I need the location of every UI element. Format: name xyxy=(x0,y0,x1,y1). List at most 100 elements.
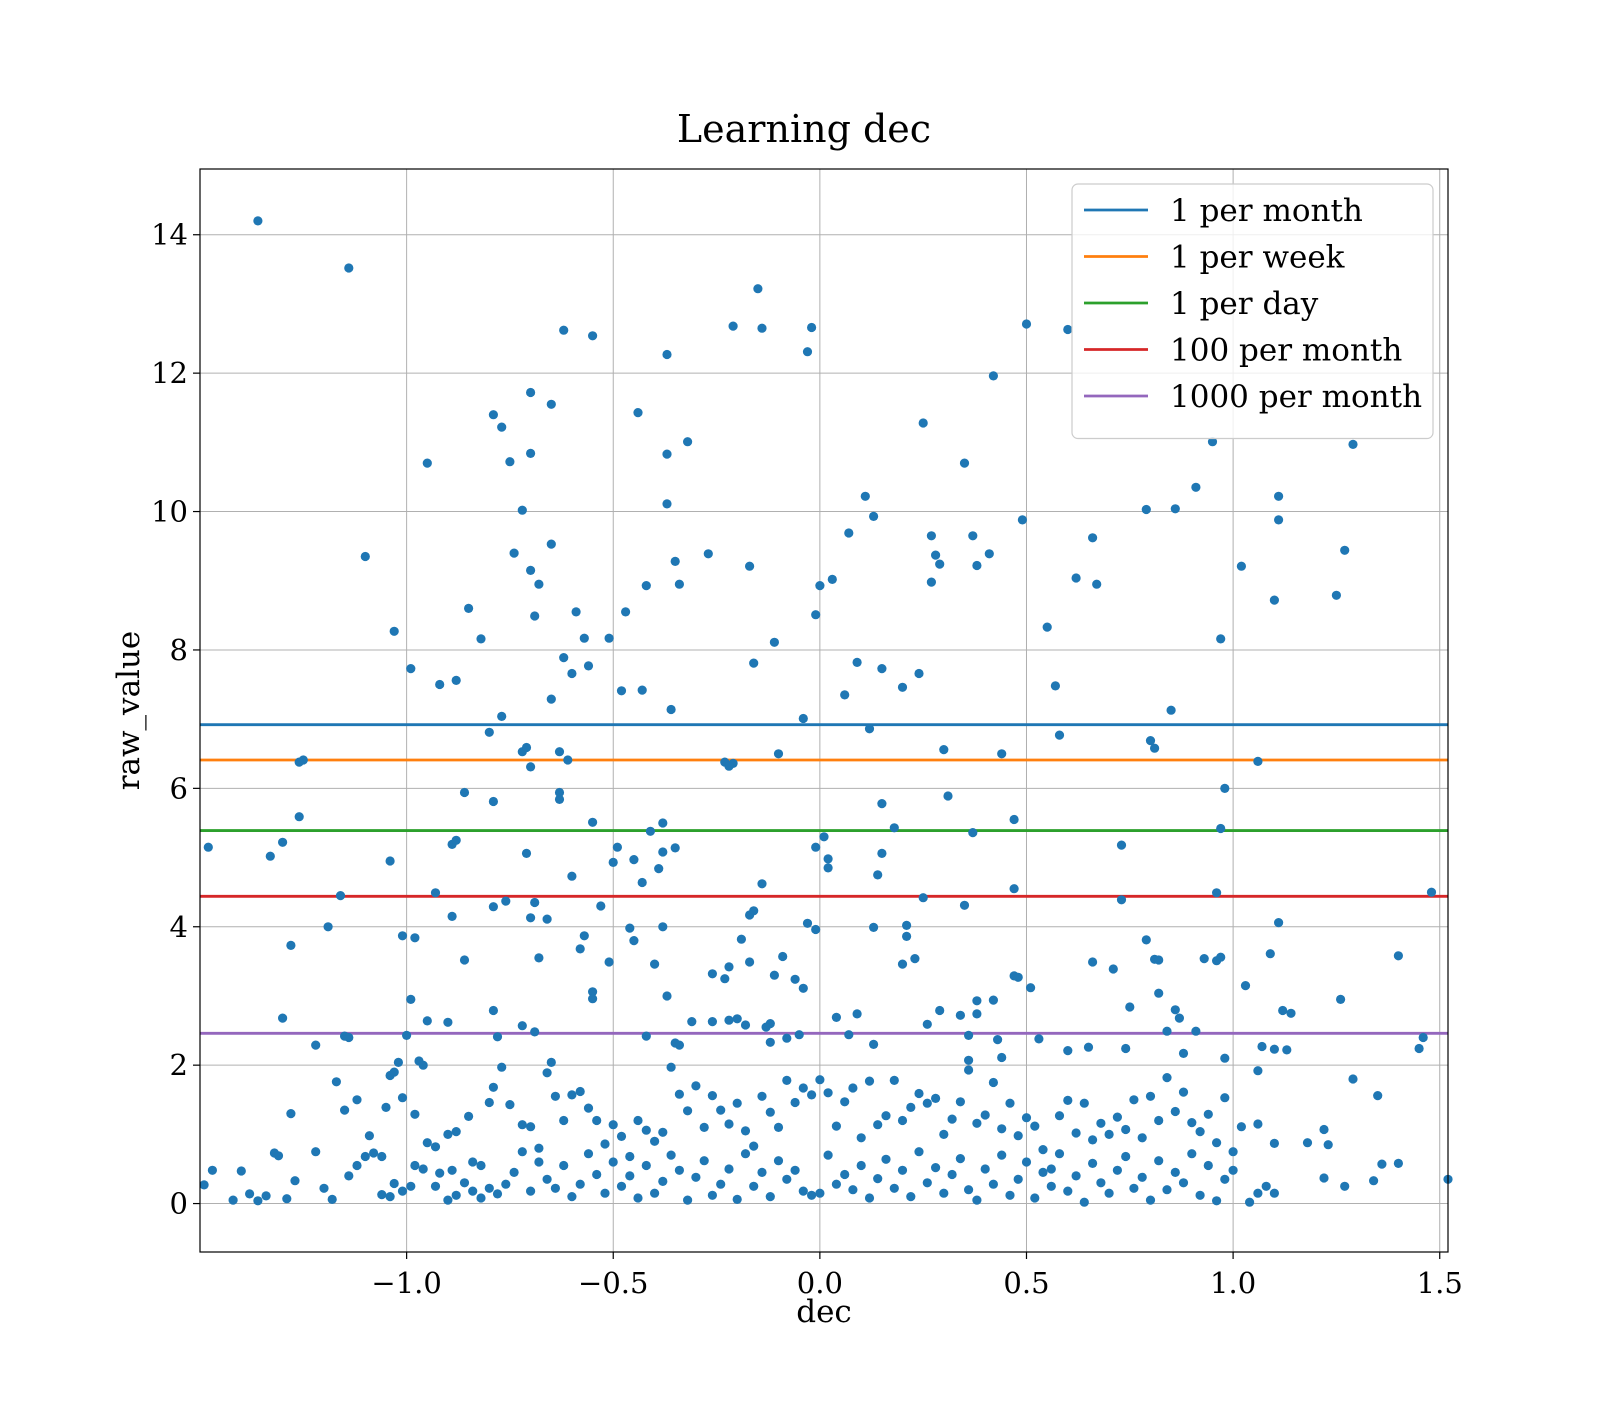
scatter-point xyxy=(360,1151,370,1162)
scatter-point xyxy=(918,893,928,903)
scatter-point xyxy=(286,1109,296,1119)
scatter-point xyxy=(707,1190,718,1200)
scatter-point xyxy=(1170,1167,1180,1177)
scatter-point xyxy=(988,995,999,1005)
scatter-point xyxy=(662,449,672,459)
scatter-point xyxy=(393,1057,403,1067)
scatter-point xyxy=(451,1190,461,1200)
scatter-point xyxy=(430,1142,441,1152)
scatter-point xyxy=(1191,482,1201,492)
scatter-point xyxy=(1195,1190,1205,1200)
scatter-point xyxy=(389,1067,399,1077)
scatter-point xyxy=(1274,491,1284,501)
scatter-point xyxy=(1104,1129,1114,1139)
scatter-point xyxy=(745,561,755,571)
scatter-point xyxy=(608,1157,618,1167)
scatter-point xyxy=(790,1097,800,1108)
scatter-point xyxy=(1046,1164,1056,1174)
scatter-point xyxy=(526,565,536,576)
scatter-point xyxy=(575,1179,585,1189)
scatter-point xyxy=(724,761,734,771)
scatter-point xyxy=(947,1169,957,1180)
scatter-point xyxy=(443,1017,453,1027)
scatter-point xyxy=(1071,573,1081,583)
scatter-point xyxy=(604,633,614,643)
scatter-point xyxy=(579,931,589,941)
scatter-point xyxy=(1212,888,1222,898)
scatter-point xyxy=(654,864,664,874)
scatter-point xyxy=(1174,1013,1184,1023)
scatter-point xyxy=(616,686,627,696)
scatter-point xyxy=(484,1097,494,1108)
scatter-point xyxy=(621,607,631,617)
scatter-point xyxy=(1021,1113,1032,1123)
scatter-point xyxy=(1426,887,1437,897)
scatter-point xyxy=(567,871,577,881)
scatter-point xyxy=(670,843,680,853)
scatter-point xyxy=(889,1183,899,1193)
scatter-point xyxy=(1253,1066,1263,1076)
scatter-point xyxy=(559,1115,569,1126)
scatter-point xyxy=(1038,1167,1048,1177)
scatter-point xyxy=(641,1031,651,1041)
scatter-point xyxy=(406,994,416,1005)
scatter-point xyxy=(588,817,598,827)
scatter-point xyxy=(732,1098,742,1108)
scatter-point xyxy=(980,1164,990,1174)
scatter-point xyxy=(844,1030,854,1040)
scatter-point xyxy=(827,574,837,585)
scatter-point xyxy=(856,1160,866,1171)
scatter-point xyxy=(1104,1188,1114,1198)
scatter-point xyxy=(840,690,850,700)
scatter-point xyxy=(666,1062,676,1072)
scatter-point xyxy=(228,1195,238,1205)
scatter-point xyxy=(505,1100,515,1110)
scatter-point xyxy=(745,910,755,920)
scatter-point xyxy=(608,1120,618,1130)
scatter-point xyxy=(236,1166,246,1176)
scatter-point xyxy=(1137,1133,1147,1143)
scatter-point xyxy=(476,634,486,644)
scatter-point xyxy=(902,931,912,942)
scatter-point xyxy=(964,1185,974,1195)
scatter-point xyxy=(881,1154,891,1164)
scatter-point xyxy=(935,559,945,569)
scatter-point xyxy=(554,787,565,798)
scatter-point xyxy=(1096,1178,1106,1188)
scatter-point xyxy=(637,685,647,695)
scatter-point xyxy=(592,1169,602,1180)
chart-title: Learning dec xyxy=(677,107,931,151)
scatter-point xyxy=(402,1030,412,1040)
scatter-point xyxy=(1286,1008,1296,1018)
y-tick-label: 0 xyxy=(170,1187,188,1221)
scatter-point xyxy=(530,897,540,908)
scatter-point xyxy=(447,911,457,922)
scatter-point xyxy=(1253,1188,1263,1198)
scatter-point xyxy=(802,918,813,928)
scatter-point xyxy=(757,879,767,889)
scatter-point xyxy=(286,940,296,951)
scatter-point xyxy=(773,749,784,759)
scatter-point xyxy=(972,560,982,571)
scatter-point xyxy=(501,896,511,906)
scatter-point xyxy=(1071,1128,1081,1138)
scatter-point xyxy=(790,974,800,984)
scatter-point xyxy=(914,1147,924,1157)
scatter-point xyxy=(1063,1095,1073,1105)
scatter-point xyxy=(716,1179,726,1189)
scatter-point xyxy=(641,1160,651,1171)
scatter-point xyxy=(567,1090,577,1100)
scatter-point xyxy=(666,1150,676,1160)
scatter-point xyxy=(1220,1093,1230,1103)
scatter-point xyxy=(1269,1044,1279,1054)
scatter-point xyxy=(633,408,643,418)
scatter-point xyxy=(926,577,937,587)
scatter-point xyxy=(1191,1026,1201,1036)
scatter-point xyxy=(889,823,899,833)
scatter-point xyxy=(769,970,780,980)
scatter-point xyxy=(430,1181,441,1191)
scatter-point xyxy=(1054,730,1065,740)
scatter-point xyxy=(1282,1045,1292,1055)
scatter-point xyxy=(443,1195,453,1205)
scatter-point xyxy=(869,922,879,933)
